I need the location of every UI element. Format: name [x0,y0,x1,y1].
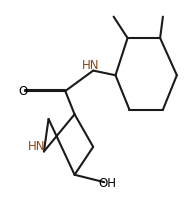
Text: HN: HN [28,140,45,154]
Text: O: O [18,85,27,98]
Text: HN: HN [82,59,99,71]
Text: OH: OH [98,177,116,190]
